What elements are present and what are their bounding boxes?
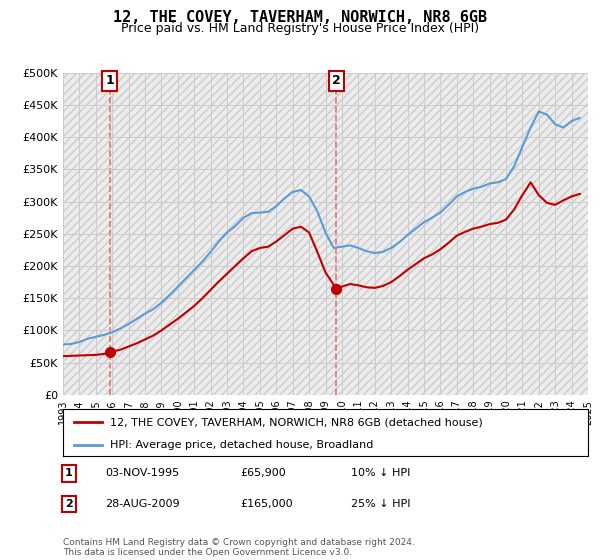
Text: Contains HM Land Registry data © Crown copyright and database right 2024.
This d: Contains HM Land Registry data © Crown c…	[63, 538, 415, 557]
Text: 12, THE COVEY, TAVERHAM, NORWICH, NR8 6GB: 12, THE COVEY, TAVERHAM, NORWICH, NR8 6G…	[113, 10, 487, 25]
Text: £165,000: £165,000	[240, 499, 293, 509]
Text: 2: 2	[65, 499, 73, 509]
Text: 10% ↓ HPI: 10% ↓ HPI	[351, 468, 410, 478]
Text: 03-NOV-1995: 03-NOV-1995	[105, 468, 179, 478]
Text: 12, THE COVEY, TAVERHAM, NORWICH, NR8 6GB (detached house): 12, THE COVEY, TAVERHAM, NORWICH, NR8 6G…	[110, 417, 483, 427]
Text: 2: 2	[332, 74, 341, 87]
Text: £65,900: £65,900	[240, 468, 286, 478]
Text: 25% ↓ HPI: 25% ↓ HPI	[351, 499, 410, 509]
Text: HPI: Average price, detached house, Broadland: HPI: Average price, detached house, Broa…	[110, 440, 374, 450]
Bar	[63, 73, 588, 395]
Text: 1: 1	[65, 468, 73, 478]
Text: 28-AUG-2009: 28-AUG-2009	[105, 499, 179, 509]
Text: 1: 1	[105, 74, 114, 87]
Text: Price paid vs. HM Land Registry's House Price Index (HPI): Price paid vs. HM Land Registry's House …	[121, 22, 479, 35]
